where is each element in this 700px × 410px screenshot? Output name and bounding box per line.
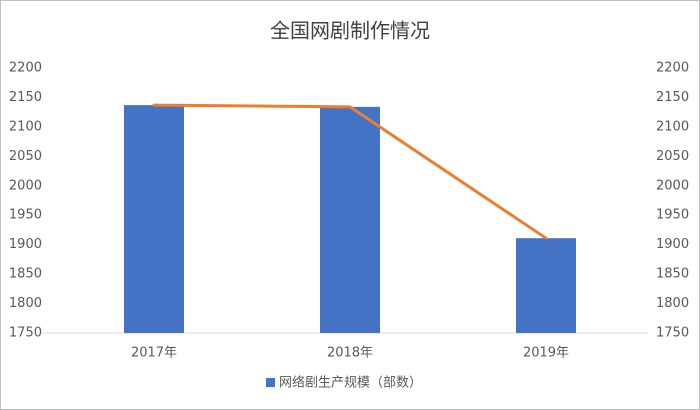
y-tick-label: 2200 [9,61,42,76]
y2-tick-label: 1900 [656,237,689,252]
y-tick-label: 2150 [9,90,42,105]
x-tick-label: 2017年 [131,346,177,361]
bar [516,238,576,333]
y2-tick-label: 1950 [656,208,689,223]
legend-swatch [266,378,275,387]
x-tick-label: 2018年 [327,346,373,361]
bar [320,106,380,333]
y-tick-label: 1950 [9,208,42,223]
y-tick-label: 1900 [9,237,42,252]
y-tick-label: 2000 [9,178,42,193]
y-tick-label: 2100 [9,119,42,134]
y2-tick-label: 2000 [656,178,689,193]
bar [124,105,184,333]
y-tick-label: 1800 [9,296,42,311]
x-tick-label: 2019年 [523,346,569,361]
legend-label: 网络剧生产规模（部数） [279,375,422,391]
chart-title: 全国网剧制作情况 [270,19,430,43]
y2-tick-label: 2100 [656,119,689,134]
line [152,103,548,240]
y2-tick-label: 2150 [656,90,689,105]
y2-tick-label: 2200 [656,61,689,76]
y-tick-label: 2050 [9,149,42,164]
y2-tick-label: 1800 [656,296,689,311]
y2-tick-label: 2050 [656,149,689,164]
y-tick-label: 1850 [9,267,42,282]
y2-tick-label: 1850 [656,267,689,282]
y-tick-label: 1750 [9,326,42,341]
y2-tick-label: 1750 [656,326,689,341]
